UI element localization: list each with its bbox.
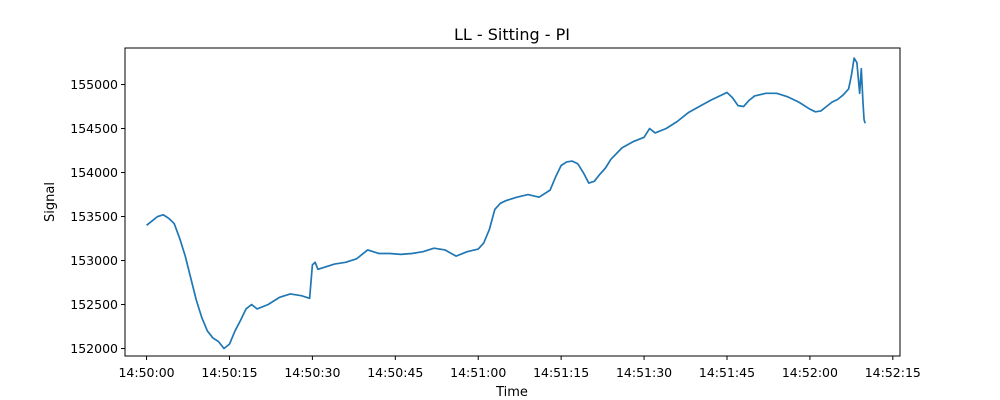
x-tick-label: 14:52:00: [782, 365, 838, 380]
y-tick-label: 154000: [70, 165, 118, 180]
series-line-0: [146, 57, 866, 350]
x-tick-label: 14:51:30: [616, 365, 672, 380]
y-tick-label: 152000: [70, 341, 118, 356]
y-tick-label: 154500: [70, 121, 118, 136]
x-tick-label: 14:50:30: [284, 365, 340, 380]
chart-title: LL - Sitting - PI: [454, 25, 570, 44]
x-axis-label: Time: [495, 385, 528, 400]
x-tick-label: 14:51:00: [450, 365, 506, 380]
plot-area: [146, 57, 866, 350]
axes-frame: [124, 47, 901, 357]
x-tick-label: 14:50:00: [118, 365, 174, 380]
x-tick-label: 14:51:45: [699, 365, 755, 380]
y-axis-label: Signal: [43, 182, 58, 222]
x-axis-ticks: 14:50:00 14:50:15 14:50:30 14:50:45 14:51:00…: [118, 356, 921, 380]
x-tick-label: 14:51:15: [533, 365, 589, 380]
y-tick-label: 155000: [70, 77, 118, 92]
y-tick-label: 152500: [70, 297, 118, 312]
y-axis-ticks: 152000 152500 153000 153500 154000 154500 1550…: [70, 77, 125, 356]
x-tick-label: 14:52:15: [865, 365, 921, 380]
x-tick-label: 14:50:45: [367, 365, 423, 380]
y-tick-label: 153500: [70, 209, 118, 224]
y-tick-label: 153000: [70, 253, 118, 268]
x-tick-label: 14:50:15: [201, 365, 257, 380]
